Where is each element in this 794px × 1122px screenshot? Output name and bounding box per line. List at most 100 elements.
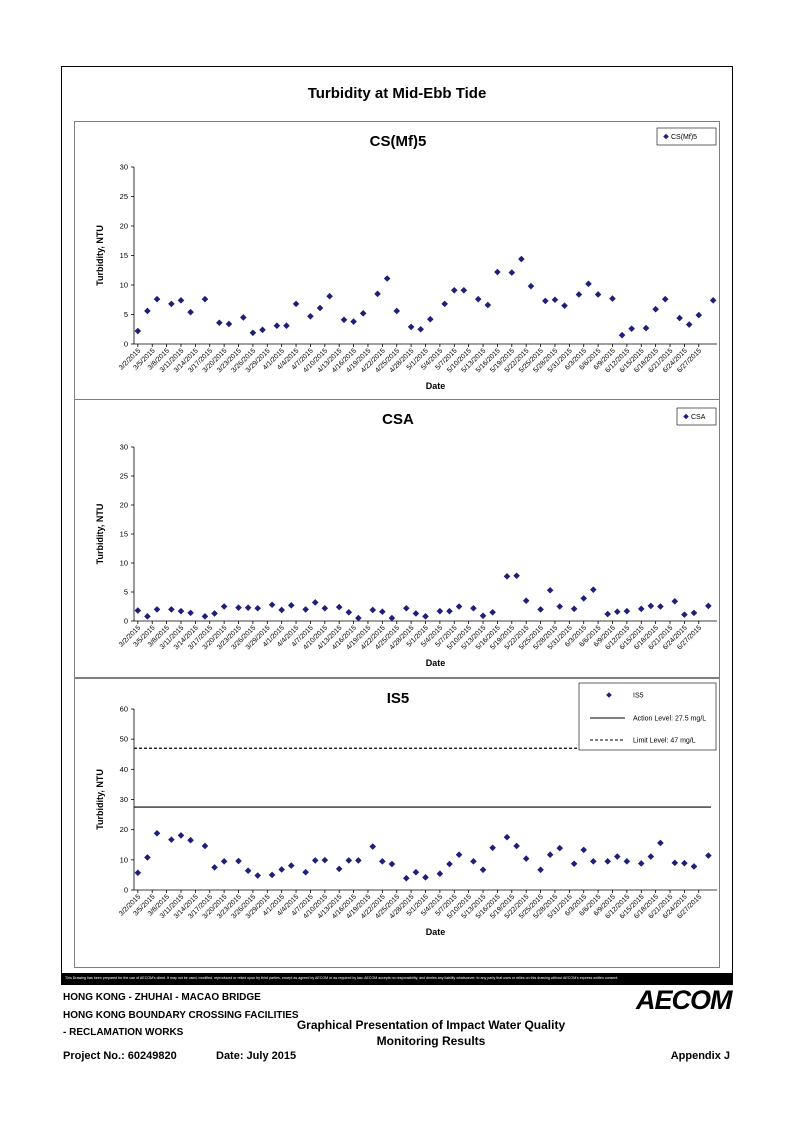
project-number: Project No.: 60249820 (63, 1050, 177, 1062)
data-point (546, 586, 554, 594)
data-point (201, 295, 209, 303)
disclaimer-banner: This Drawing has been prepared for the u… (62, 973, 732, 984)
data-point (355, 857, 362, 864)
data-point (580, 595, 588, 602)
y-axis-label: Turbidity, NTU (95, 225, 105, 286)
data-point (695, 311, 703, 319)
y-tick-label: 15 (120, 251, 128, 260)
data-point (220, 603, 228, 610)
data-point (604, 858, 611, 865)
data-point (369, 606, 377, 614)
data-point (355, 614, 362, 622)
y-tick-label: 10 (120, 281, 128, 290)
data-point (484, 301, 492, 309)
data-point (470, 604, 477, 612)
data-point (542, 297, 549, 305)
data-point (681, 859, 688, 867)
data-point (479, 866, 487, 874)
data-point (359, 310, 367, 317)
data-point (470, 858, 477, 865)
data-point (436, 870, 444, 878)
x-axis-label: Date (426, 658, 446, 668)
data-point (311, 857, 319, 864)
legend-box (578, 682, 717, 751)
legend-entry: Limit Level: 47 mg/L (633, 738, 696, 745)
legend: CSA (676, 407, 717, 426)
data-point (211, 864, 218, 871)
data-point (628, 325, 635, 332)
data-point (216, 319, 223, 327)
data-point (522, 855, 530, 862)
project-line-2: HONG KONG BOUNDARY CROSSING FACILITIES (63, 1009, 299, 1021)
data-point (479, 612, 487, 620)
data-point (681, 611, 688, 618)
data-point (590, 586, 597, 593)
y-tick-label: 40 (120, 765, 128, 774)
data-point (235, 857, 242, 865)
data-point (201, 613, 209, 620)
data-point (278, 606, 285, 614)
data-point (513, 842, 520, 850)
data-point (187, 836, 194, 844)
data-point (417, 325, 425, 333)
chart-csa: CSA0510152025303/2/20153/5/20153/8/20153… (95, 407, 717, 668)
data-point (422, 874, 429, 881)
data-point (690, 863, 698, 870)
y-tick-label: 10 (120, 855, 128, 864)
data-point (594, 291, 602, 298)
chart-csmf5: CS(Mf)50510152025303/2/20153/5/20153/8/2… (95, 127, 717, 391)
legend-marker (683, 413, 689, 420)
data-point (144, 613, 151, 620)
data-point (144, 854, 151, 861)
data-point (489, 844, 496, 852)
data-point (561, 302, 568, 309)
data-point (412, 868, 420, 876)
aecom-logo: AECOM (636, 985, 732, 1015)
data-point (637, 605, 645, 613)
data-point (422, 613, 429, 620)
data-point (513, 572, 520, 580)
legend-box (676, 407, 717, 426)
data-point (474, 295, 482, 303)
data-point (460, 287, 468, 294)
data-point (254, 872, 261, 879)
y-tick-label: 10 (120, 559, 128, 568)
data-point (407, 323, 415, 331)
y-tick-label: 5 (124, 588, 128, 597)
series-csa (134, 572, 712, 622)
data-point (287, 862, 295, 869)
data-point (446, 607, 453, 615)
data-point (153, 829, 161, 837)
data-point (613, 608, 621, 616)
legend-entry: CS(Mf)5 (671, 134, 697, 141)
data-point (575, 291, 583, 298)
data-point (623, 607, 631, 615)
y-tick-label: 20 (120, 501, 128, 510)
appendix-label: Appendix J (670, 1050, 730, 1062)
data-point (379, 858, 386, 865)
data-point (403, 874, 410, 882)
data-point (709, 297, 717, 304)
data-point (647, 853, 655, 860)
y-tick-label: 25 (120, 192, 128, 201)
data-point (335, 603, 343, 611)
x-axis-label: Date (426, 381, 446, 391)
data-point (604, 610, 611, 618)
y-tick-label: 30 (120, 163, 128, 172)
legend: IS5 Action Level: 27.5 mg/L Limit Level: 4… (578, 682, 717, 751)
drawing-frame: Turbidity at Mid-Ebb Tide CS(Mf)5 0 5 10 15 2… (61, 66, 733, 985)
data-point (321, 604, 329, 612)
data-point (556, 603, 564, 610)
data-point (350, 318, 357, 325)
chart-title: IS5 (387, 690, 410, 707)
data-point (570, 605, 578, 613)
legend-entry: Action Level: 27.5 mg/L (633, 716, 706, 723)
y-tick-label: 0 (124, 617, 128, 626)
data-point (518, 255, 525, 263)
legend-marker (606, 692, 612, 698)
data-point (134, 869, 142, 877)
data-point (690, 609, 698, 617)
data-point (412, 610, 420, 617)
data-point (556, 844, 564, 852)
y-tick-label: 30 (120, 443, 128, 452)
